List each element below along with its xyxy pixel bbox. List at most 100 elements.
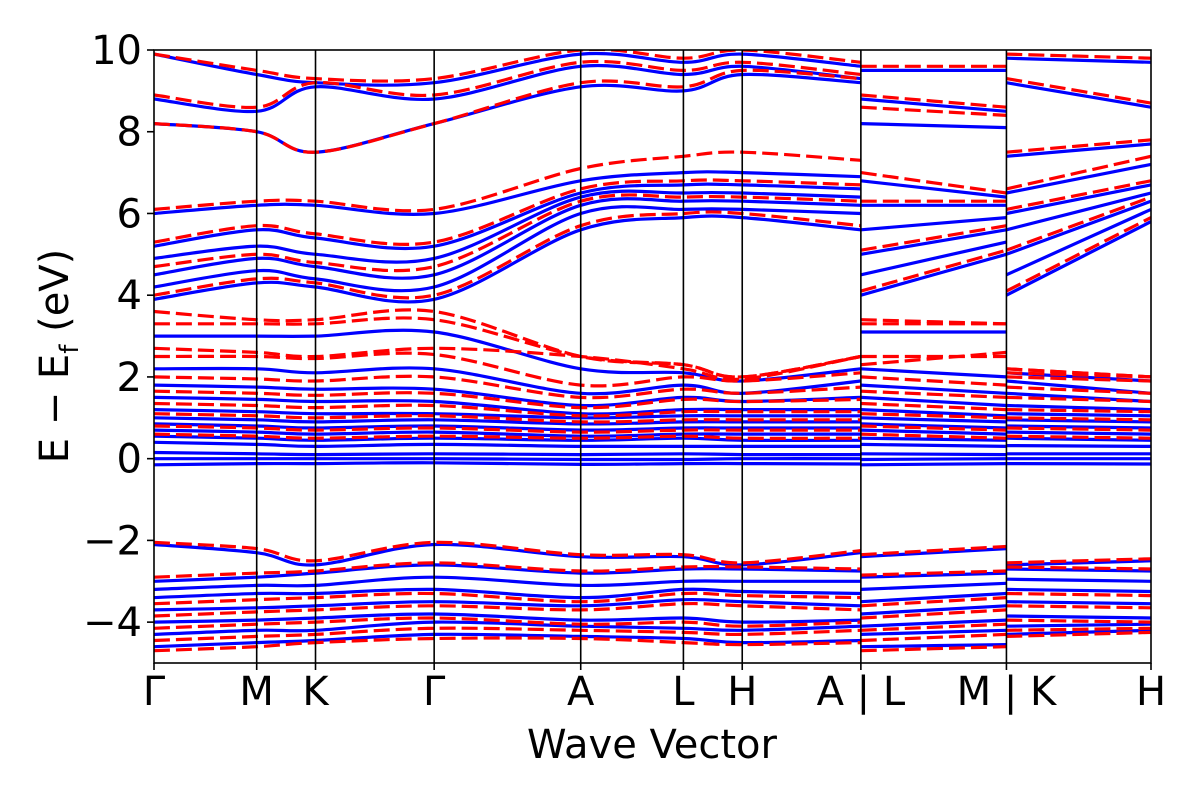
red-dashed-band-line bbox=[860, 569, 1007, 577]
blue-solid-band-line bbox=[1005, 199, 1151, 256]
blue-solid-band-line bbox=[1005, 207, 1151, 277]
blue-solid-band-line bbox=[154, 587, 861, 600]
blue-solid-band-line bbox=[154, 428, 861, 438]
blue-solid-band-line bbox=[154, 434, 861, 443]
blue-solid-band-line bbox=[860, 179, 1007, 199]
red-dashed-band-line bbox=[154, 374, 861, 400]
y-tick-label: −2 bbox=[83, 518, 142, 564]
red-dashed-band-line bbox=[154, 193, 861, 273]
blue-solid-band-line bbox=[860, 216, 1007, 232]
blue-solid-band-line bbox=[154, 461, 861, 467]
red-dashed-band-line bbox=[154, 351, 862, 388]
y-axis-label-subscript: f bbox=[55, 344, 85, 354]
y-tick-label: 6 bbox=[117, 191, 142, 237]
blue-solid-band-line bbox=[860, 436, 1007, 442]
blue-solid-band-line bbox=[1006, 81, 1151, 109]
blue-solid-band-line bbox=[154, 197, 861, 280]
red-dashed-band-line bbox=[1006, 367, 1151, 379]
blue-solid-band-line bbox=[1006, 183, 1151, 216]
blue-solid-band-line bbox=[1006, 577, 1151, 583]
blue-solid-band-line bbox=[154, 189, 861, 264]
red-dashed-band-line bbox=[1006, 565, 1151, 571]
red-dashed-band-line bbox=[860, 93, 1007, 109]
x-tick-label: L bbox=[672, 669, 695, 715]
blue-solid-band-line bbox=[860, 422, 1007, 430]
blue-solid-band-line bbox=[154, 205, 861, 293]
blue-solid-band-line bbox=[860, 122, 1007, 130]
blue-solid-band-line bbox=[860, 228, 1007, 256]
blue-solid-band-line bbox=[860, 395, 1007, 408]
y-axis-label-unit: (eV) bbox=[32, 249, 78, 345]
red-dashed-band-line bbox=[1006, 618, 1151, 624]
red-dashed-band-line bbox=[154, 50, 862, 83]
blue-solid-band-line bbox=[1006, 444, 1151, 448]
red-dashed-band-line bbox=[1005, 216, 1151, 293]
red-dashed-band-line bbox=[154, 636, 861, 653]
red-dashed-band-line bbox=[860, 432, 1007, 440]
blue-solid-band-line bbox=[860, 97, 1007, 113]
red-dashed-band-line bbox=[1006, 385, 1151, 395]
red-dashed-band-line bbox=[1006, 154, 1151, 191]
blue-solid-band-line bbox=[154, 563, 861, 583]
blue-solid-band-line bbox=[1006, 587, 1151, 594]
plot-frame bbox=[153, 49, 1152, 664]
blue-solid-band-line bbox=[860, 383, 1007, 395]
red-dashed-band-line bbox=[154, 412, 861, 424]
x-tick-label: A bbox=[567, 669, 595, 715]
red-dashed-band-line bbox=[1006, 77, 1151, 105]
blue-solid-band-line bbox=[860, 628, 1007, 636]
x-tick-label: Γ bbox=[143, 669, 166, 715]
blue-solid-band-line bbox=[154, 632, 861, 649]
bands-layer bbox=[154, 50, 1151, 653]
red-dashed-band-line bbox=[154, 389, 861, 410]
blue-solid-band-line bbox=[1006, 142, 1151, 158]
x-tick-label: K bbox=[302, 669, 330, 715]
blue-solid-band-line bbox=[860, 416, 1007, 424]
red-dashed-band-line bbox=[1006, 395, 1151, 404]
blue-solid-band-line bbox=[860, 581, 1007, 591]
red-dashed-band-line bbox=[1006, 434, 1151, 440]
red-dashed-band-line bbox=[860, 389, 1007, 399]
blue-solid-band-line bbox=[1006, 436, 1151, 442]
red-dashed-band-line bbox=[1006, 557, 1151, 565]
y-tick-label: −4 bbox=[83, 600, 142, 646]
x-tick-label: M bbox=[239, 669, 274, 715]
x-axis-label: Wave Vector bbox=[527, 722, 778, 768]
x-tick-label: H bbox=[1136, 669, 1166, 715]
blue-solid-band-line bbox=[860, 571, 1007, 579]
red-dashed-band-line bbox=[1006, 375, 1151, 383]
blue-solid-band-line bbox=[154, 542, 862, 567]
blue-solid-band-line bbox=[154, 395, 861, 416]
blue-solid-band-line bbox=[860, 442, 1007, 448]
blue-solid-band-line bbox=[154, 182, 861, 251]
blue-solid-band-line bbox=[860, 240, 1007, 277]
blue-solid-band-line bbox=[860, 604, 1007, 616]
red-dashed-band-line bbox=[154, 401, 861, 418]
blue-solid-band-line bbox=[154, 408, 861, 420]
blue-solid-band-line bbox=[860, 547, 1007, 559]
red-dashed-band-line bbox=[1006, 604, 1151, 610]
blue-solid-band-line bbox=[860, 618, 1007, 628]
red-dashed-band-line bbox=[154, 346, 862, 381]
red-dashed-band-line bbox=[154, 561, 861, 579]
blue-solid-band-line bbox=[154, 612, 861, 624]
y-tick-label: 4 bbox=[117, 273, 142, 319]
red-dashed-band-line bbox=[154, 308, 862, 379]
blue-solid-band-line bbox=[860, 428, 1007, 436]
blue-solid-band-line bbox=[1006, 559, 1151, 567]
blue-solid-band-line bbox=[154, 422, 861, 432]
blue-solid-band-line bbox=[860, 643, 1007, 649]
red-dashed-band-line bbox=[860, 544, 1007, 557]
blue-solid-band-line bbox=[154, 450, 861, 457]
y-axis-label-main: E − E bbox=[32, 354, 78, 464]
blue-solid-band-line bbox=[860, 367, 1007, 379]
x-tick-label: H bbox=[727, 669, 757, 715]
red-dashed-band-line bbox=[154, 591, 861, 606]
blue-solid-band-line bbox=[154, 416, 861, 426]
red-dashed-band-line bbox=[1006, 426, 1151, 432]
blue-solid-band-line bbox=[154, 214, 862, 304]
blue-solid-band-line bbox=[154, 575, 861, 591]
blue-solid-band-line bbox=[1006, 628, 1151, 636]
y-tick-label: 10 bbox=[91, 28, 142, 74]
